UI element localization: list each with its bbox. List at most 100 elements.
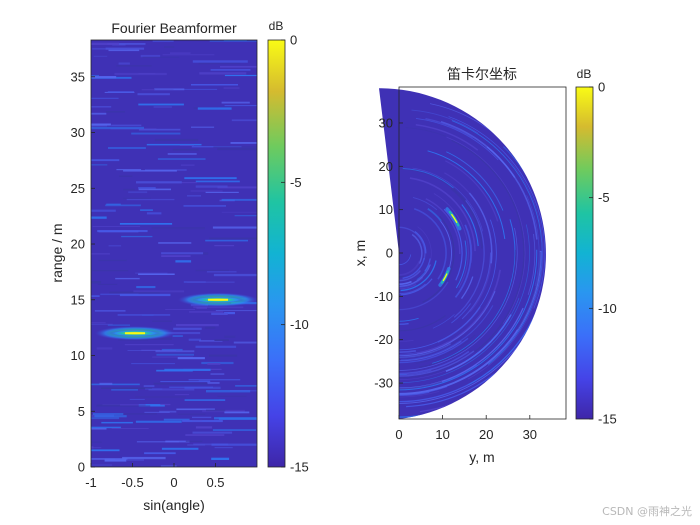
noise-streak (173, 88, 218, 90)
noise-streak (224, 335, 236, 338)
noise-streak (233, 341, 257, 344)
range-arc (398, 337, 462, 359)
range-arc (398, 290, 496, 357)
noise-streak (123, 197, 151, 199)
noise-streak (214, 417, 257, 420)
range-arc (398, 219, 497, 351)
noise-streak (116, 65, 152, 67)
range-arc (451, 139, 525, 353)
noise-streak (115, 277, 140, 280)
y-tick-label: 0 (386, 246, 393, 261)
noise-streak (217, 148, 257, 151)
noise-streak (151, 227, 205, 230)
right-title: 笛卡尔坐标 (447, 66, 517, 82)
noise-streak (221, 198, 257, 201)
y-tick-label: 0 (78, 460, 85, 475)
y-tick-label: -20 (374, 332, 393, 347)
noise-streak (161, 348, 183, 351)
range-arc (398, 381, 443, 390)
noise-streak (91, 464, 113, 466)
right-y-ticks: -30 -20 -10 0 10 20 30 (374, 115, 403, 391)
noise-streak (94, 415, 127, 418)
left-colorbar-gradient (267, 39, 286, 468)
noise-streak (163, 418, 190, 421)
noise-streak (91, 270, 129, 272)
noise-streak (209, 354, 238, 357)
y-tick-label: 30 (379, 115, 393, 130)
range-arc (402, 257, 425, 279)
right-colorbar: dB 0 -5 -10 -15 (575, 67, 617, 427)
noise-streak (91, 447, 102, 449)
range-arc (412, 196, 438, 211)
range-arc (416, 265, 430, 280)
noise-streak (107, 43, 146, 45)
noise-streak (173, 327, 202, 330)
noise-streak (214, 339, 229, 341)
noise-streak (128, 191, 148, 194)
noise-streak (148, 388, 195, 391)
range-arc (461, 204, 479, 247)
noise-streak (172, 148, 199, 151)
y-tick-label: 10 (71, 348, 85, 363)
noise-streak (91, 76, 117, 79)
noise-streak (91, 417, 120, 420)
noise-streak (91, 281, 102, 284)
range-arc (400, 305, 494, 361)
right-heatmap-peaks (438, 207, 462, 287)
noise-streak (129, 398, 145, 400)
y-tick-label: 15 (71, 292, 85, 307)
noise-streak (91, 458, 128, 460)
target-core (124, 332, 145, 335)
noise-streak (114, 72, 167, 76)
noise-streak (195, 180, 240, 183)
noise-streak (164, 46, 175, 48)
noise-streak (185, 434, 225, 436)
noise-streak (160, 465, 177, 467)
y-tick-label: -30 (374, 376, 393, 391)
noise-streak (144, 452, 176, 455)
range-arc (432, 314, 455, 329)
noise-streak (177, 413, 206, 415)
range-arc (445, 160, 499, 222)
range-arc (454, 224, 472, 298)
range-arc (451, 120, 543, 365)
noise-streak (213, 146, 257, 148)
noise-streak (152, 40, 174, 42)
noise-streak (176, 324, 219, 327)
right-x-ticks: 0 10 20 30 (395, 415, 537, 442)
noise-streak (108, 48, 140, 52)
noise-streak (92, 226, 141, 227)
range-arc (398, 350, 470, 375)
range-arc (450, 187, 483, 249)
range-arc (415, 124, 479, 151)
range-arc (400, 278, 433, 296)
noise-streak (144, 411, 170, 413)
x-tick-label: 0 (395, 427, 402, 442)
range-arc (413, 207, 447, 280)
noise-streak (133, 290, 185, 293)
noise-streak (138, 128, 181, 131)
range-arc (411, 109, 479, 134)
range-arc (409, 177, 476, 252)
noise-streak (205, 191, 239, 193)
noise-streak (221, 211, 257, 213)
range-arc (455, 240, 467, 289)
noise-streak (230, 390, 257, 392)
noise-streak (119, 175, 133, 177)
left-y-ticks: 0 5 10 15 20 25 30 35 (71, 69, 95, 475)
noise-streak (230, 142, 257, 144)
noise-streak (192, 419, 203, 422)
noise-streak (96, 404, 120, 406)
noise-streak (235, 385, 257, 387)
noise-streak (119, 293, 171, 297)
colorbar-tick-label: -10 (290, 317, 309, 332)
noise-streak (101, 421, 133, 424)
x-tick-label: -1 (85, 475, 97, 490)
noise-streak (162, 54, 215, 56)
range-arc (526, 195, 540, 287)
noise-streak (223, 40, 247, 42)
noise-streak (192, 60, 248, 63)
right-colorbar-label: dB (577, 67, 592, 81)
noise-streak (211, 312, 228, 315)
noise-streak (93, 55, 108, 57)
